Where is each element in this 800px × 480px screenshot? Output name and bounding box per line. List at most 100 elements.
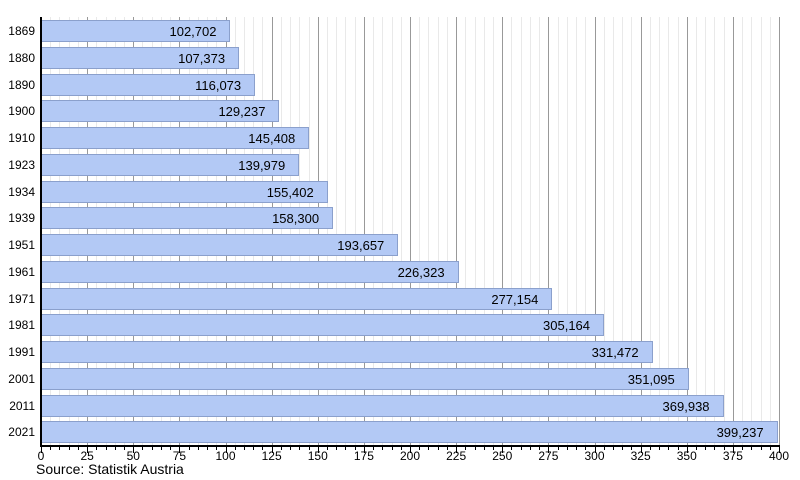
- year-label: 1869: [8, 24, 35, 38]
- x-tick-major: [41, 447, 42, 453]
- bar-row: 277,154: [41, 285, 779, 312]
- x-tick-minor: [705, 447, 707, 450]
- x-tick-minor: [576, 447, 578, 450]
- gridline-minor: [188, 17, 190, 445]
- gridline-minor: [326, 17, 328, 445]
- year-label: 1923: [8, 157, 35, 172]
- bar: 107,373: [41, 46, 240, 69]
- gridline-minor: [566, 17, 568, 445]
- gridline-minor: [769, 17, 771, 445]
- x-tick-label: 175: [353, 449, 374, 463]
- x-tick-major: [87, 447, 89, 453]
- gridline-minor: [751, 17, 753, 445]
- x-tick-minor: [253, 447, 255, 450]
- x-tick-minor: [695, 447, 697, 450]
- gridline-major: [640, 17, 642, 445]
- x-tick-minor: [769, 447, 771, 450]
- plot-area: 102,702 107,373 116,073 129,237 145,408 139,9…: [41, 17, 780, 445]
- bar: 145,408: [41, 127, 310, 149]
- gridline-minor: [714, 17, 716, 445]
- gridline-minor: [151, 17, 153, 445]
- year-label: 1961: [8, 264, 35, 279]
- gridline-minor: [280, 17, 282, 445]
- x-tick-minor: [529, 447, 531, 450]
- gridline-minor: [520, 17, 522, 445]
- gridline-minor: [170, 17, 172, 445]
- bar: 351,095: [41, 367, 689, 390]
- gridline-minor: [705, 17, 707, 445]
- x-tick-minor: [77, 447, 79, 450]
- gridline-minor: [483, 17, 485, 445]
- year-label: 2001: [8, 371, 35, 386]
- x-tick-label: 400: [768, 449, 790, 463]
- x-tick-minor: [336, 447, 338, 450]
- bar-row: 102,702: [41, 17, 779, 44]
- gridline-minor: [612, 17, 614, 445]
- bar-row: 399,237: [41, 418, 779, 445]
- x-tick-minor: [197, 447, 199, 450]
- gridline-minor: [105, 17, 107, 445]
- gridline-minor: [677, 17, 679, 445]
- bar-value-label: 226,323: [397, 264, 445, 280]
- bar-row: 129,237: [41, 97, 779, 124]
- x-tick-minor: [68, 447, 70, 450]
- gridline-minor: [576, 17, 578, 445]
- x-tick-label: 325: [630, 449, 651, 463]
- x-tick-minor: [188, 447, 190, 450]
- year-label: 1890: [8, 77, 35, 92]
- gridline-major: [779, 17, 780, 445]
- x-tick-minor: [511, 447, 513, 450]
- gridline-minor: [216, 17, 218, 445]
- x-tick-minor: [612, 447, 614, 450]
- bar-value-label: 145,408: [248, 131, 296, 146]
- x-tick-label: 225: [446, 449, 467, 463]
- x-tick-major: [225, 447, 227, 453]
- x-tick-minor: [446, 447, 448, 450]
- gridline-minor: [446, 17, 448, 445]
- gridline-minor: [511, 17, 513, 445]
- x-tick-minor: [234, 447, 236, 450]
- gridline-major: [594, 17, 596, 445]
- gridline-minor: [243, 17, 245, 445]
- x-tick-label: 350: [676, 449, 697, 463]
- x-tick-minor: [465, 447, 467, 450]
- x-tick-label: 50: [126, 449, 140, 463]
- x-tick-minor: [391, 447, 393, 450]
- bar: 193,657: [41, 234, 399, 256]
- x-tick-label: 125: [261, 449, 282, 463]
- gridline-minor: [308, 17, 310, 445]
- x-tick-major: [179, 447, 181, 453]
- bar-value-label: 102,702: [169, 24, 217, 39]
- x-tick-minor: [557, 447, 559, 450]
- gridline-minor: [382, 17, 384, 445]
- bar-value-label: 116,073: [195, 77, 242, 93]
- x-tick-minor: [539, 447, 541, 450]
- gridline-minor: [529, 17, 531, 445]
- gridline-major: [502, 17, 504, 445]
- x-tick-minor: [105, 447, 107, 450]
- x-tick-minor: [262, 447, 264, 450]
- x-tick-minor: [566, 447, 568, 450]
- x-tick-minor: [216, 447, 218, 450]
- x-tick-minor: [170, 447, 172, 450]
- x-tick-minor: [151, 447, 153, 450]
- x-tick-minor: [483, 447, 485, 450]
- x-tick-minor: [160, 447, 162, 450]
- x-tick-minor: [585, 447, 587, 450]
- gridline-major: [225, 17, 227, 445]
- x-tick-major: [317, 447, 319, 453]
- x-tick-major: [133, 447, 135, 453]
- x-tick-label: 275: [538, 449, 559, 463]
- bar: 129,237: [41, 100, 280, 123]
- x-tick-minor: [142, 447, 144, 450]
- gridline-minor: [96, 17, 98, 445]
- gridline-minor: [197, 17, 199, 445]
- bar: 369,938: [41, 394, 724, 417]
- x-tick-minor: [373, 447, 375, 450]
- gridline-minor: [622, 17, 624, 445]
- x-tick-minor: [299, 447, 301, 450]
- x-tick-minor: [520, 447, 522, 450]
- gridline-minor: [428, 17, 430, 445]
- bar-row: 107,373: [41, 44, 779, 71]
- gridline-minor: [649, 17, 651, 445]
